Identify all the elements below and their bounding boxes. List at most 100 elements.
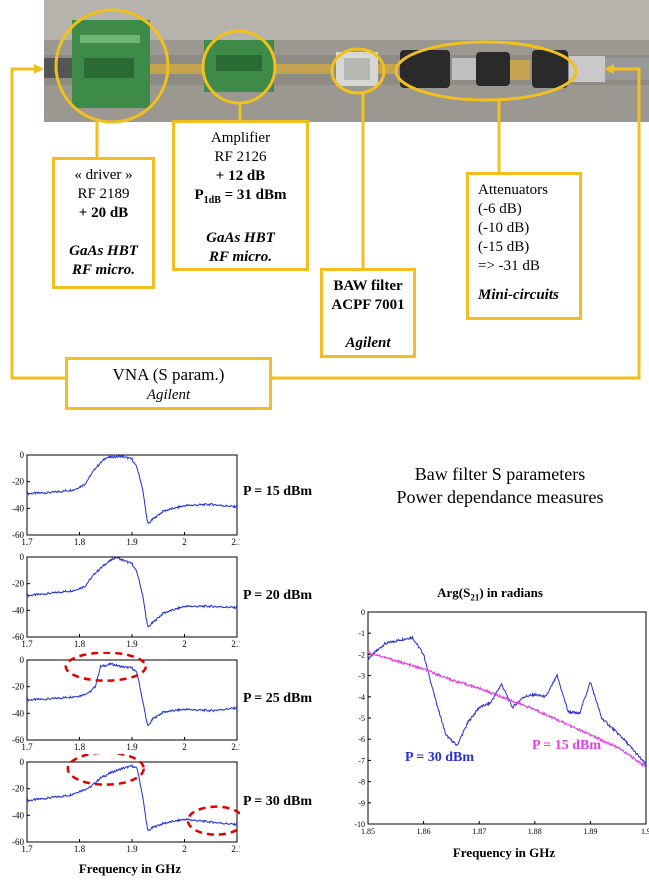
x-tick-label: 1.87 — [472, 827, 486, 836]
y-tick-label: -9 — [358, 799, 365, 808]
y-tick-label: -40 — [12, 708, 24, 718]
driver-box: « driver » RF 2189 + 20 dB GaAs HBT RF m… — [52, 157, 155, 289]
y-tick-label: -10 — [354, 820, 365, 829]
y-tick-label: -8 — [358, 778, 365, 787]
vna-box: VNA (S param.) Agilent — [65, 357, 272, 410]
phase-plot: 1.85 1.86 1.87 1.88 1.89 1.9 0 -1 -2 -3 -4 -5 -6 -7 -8… — [354, 608, 649, 836]
x-tick-label: 1.88 — [528, 827, 542, 836]
y-tick-label: -60 — [12, 530, 24, 540]
y-tick-label: -20 — [12, 682, 24, 692]
phase-label-15dbm: P = 15 dBm — [532, 738, 602, 753]
left-x-axis-label: Frequency in GHz — [78, 861, 182, 876]
amplifier-part: RF 2126 — [214, 149, 267, 165]
y-tick-label: -40 — [12, 605, 24, 615]
x-tick-label: 1.9 — [126, 742, 138, 752]
x-tick-label: 1.8 — [74, 742, 86, 752]
phase-plot-title: Arg(S21) in radians — [437, 585, 543, 603]
driver-tech: GaAs HBT — [69, 243, 138, 259]
x-tick-label: 2.1 — [231, 742, 240, 752]
highlight-ellipse — [186, 805, 240, 836]
x-tick-label: 2 — [182, 742, 187, 752]
x-tick-label: 2 — [182, 844, 187, 854]
power-label-30: P = 30 dBm — [243, 794, 313, 809]
x-tick-label: 1.9 — [126, 537, 138, 547]
attenuators-label: Attenuators — [478, 182, 548, 198]
y-tick-label: 0 — [20, 655, 25, 665]
y-tick-label: -2 — [358, 650, 365, 659]
series-line — [367, 635, 647, 766]
power-label-15: P = 15 dBm — [243, 484, 313, 499]
amplifier-label: Amplifier — [210, 130, 271, 146]
attenuator-total: => -31 dB — [478, 258, 540, 274]
x-tick-label: 1.85 — [361, 827, 375, 836]
measurement-title-line2: Power dependance measures — [396, 487, 604, 507]
amplifier-p1db: P1dB = 31 dBm — [194, 187, 287, 206]
series-line — [26, 763, 238, 832]
series-line — [26, 556, 238, 628]
amplifier-vendor: RF micro. — [208, 249, 273, 265]
y-tick-label: -20 — [12, 579, 24, 589]
y-tick-label: -60 — [12, 837, 24, 847]
s21-plot-30dbm: 1.7 1.8 1.9 2 2.1 0 -20 -40 -60 — [12, 754, 240, 854]
attenuator-10db: (-10 dB) — [478, 220, 530, 236]
highlight-ellipse — [64, 652, 147, 682]
measurement-title: Baw filter S parameters Power dependance… — [375, 463, 625, 509]
plot-frame — [26, 659, 238, 741]
driver-label: « driver » — [74, 167, 133, 183]
phase-x-axis-label: Frequency in GHz — [452, 845, 556, 860]
x-tick-label: 1.9 — [126, 639, 138, 649]
phase-label-30dbm: P = 30 dBm — [405, 750, 475, 765]
y-tick-label: 0 — [20, 552, 25, 562]
amplifier-gain: + 12 dB — [215, 168, 266, 184]
attenuators-vendor: Mini-circuits — [478, 287, 559, 303]
power-label-25: P = 25 dBm — [243, 691, 313, 706]
x-tick-label: 1.86 — [417, 827, 431, 836]
x-tick-label: 2 — [182, 537, 187, 547]
y-tick-label: -20 — [12, 784, 24, 794]
y-tick-label: -40 — [12, 810, 24, 820]
y-tick-label: -20 — [12, 477, 24, 487]
x-tick-label: 2.1 — [231, 639, 240, 649]
attenuator-15db: (-15 dB) — [478, 239, 530, 255]
x-tick-label: 1.7 — [21, 537, 33, 547]
amplifier-box: Amplifier RF 2126 + 12 dB P1dB = 31 dBm … — [172, 120, 309, 271]
plot-frame — [26, 556, 238, 638]
driver-part: RF 2189 — [77, 186, 130, 202]
y-tick-label: -7 — [358, 756, 365, 765]
x-tick-label: 2 — [182, 639, 187, 649]
y-tick-label: -60 — [12, 632, 24, 642]
baw-label: BAW filter — [333, 278, 403, 294]
x-tick-label: 1.89 — [583, 827, 597, 836]
y-tick-label: -4 — [358, 693, 365, 702]
amplifier-tech: GaAs HBT — [206, 230, 275, 246]
series-line — [26, 454, 238, 524]
power-label-20: P = 20 dBm — [243, 588, 313, 603]
y-tick-label: -5 — [358, 714, 365, 723]
y-tick-label: -40 — [12, 503, 24, 513]
s21-plot-20dbm: 1.7 1.8 1.9 2 2.1 0 -20 -40 -60 — [12, 552, 240, 649]
s21-plot-15dbm: 1.7 1.8 1.9 2 2.1 0 -20 -40 -60 — [12, 450, 240, 547]
attenuator-6db: (-6 dB) — [478, 201, 522, 217]
vna-vendor: Agilent — [146, 387, 191, 403]
y-tick-label: 0 — [20, 450, 25, 460]
y-tick-label: 0 — [361, 608, 365, 617]
x-tick-label: 2.1 — [231, 537, 240, 547]
x-tick-label: 1.9 — [126, 844, 138, 854]
driver-vendor: RF micro. — [71, 262, 136, 278]
plot-frame — [367, 611, 647, 825]
x-tick-label: 1.7 — [21, 742, 33, 752]
test-bench-photo — [44, 0, 649, 122]
s21-plot-25dbm: 1.7 1.8 1.9 2 2.1 0 -20 -40 -60 — [12, 652, 240, 752]
x-tick-label: 1.7 — [21, 844, 33, 854]
x-tick-label: 1.7 — [21, 639, 33, 649]
y-tick-label: -60 — [12, 735, 24, 745]
x-tick-label: 1.9 — [641, 827, 649, 836]
attenuators-box: Attenuators (-6 dB) (-10 dB) (-15 dB) =>… — [466, 172, 582, 320]
highlight-ellipse — [66, 754, 145, 786]
y-tick-label: -6 — [358, 735, 365, 744]
baw-part: ACPF 7001 — [331, 297, 405, 313]
x-tick-label: 2.1 — [231, 844, 240, 854]
y-tick-label: 0 — [20, 757, 25, 767]
measurement-title-line1: Baw filter S parameters — [414, 464, 586, 484]
y-tick-label: -3 — [358, 672, 365, 681]
